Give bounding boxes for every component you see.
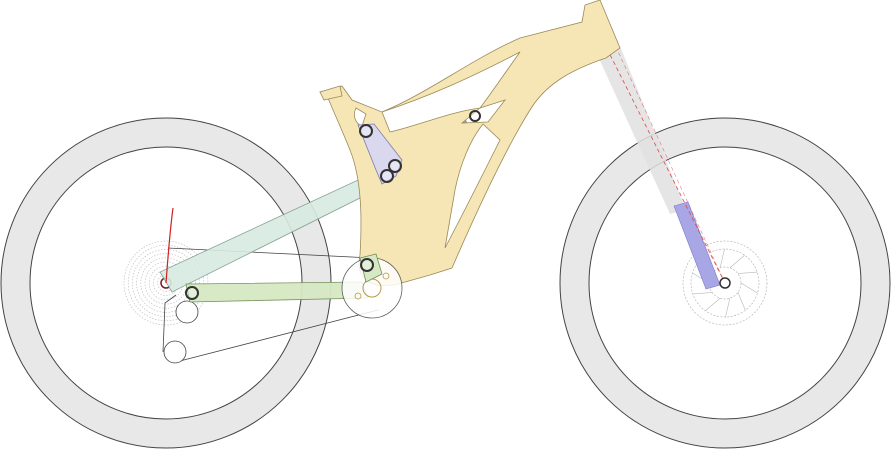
frame-icon <box>319 0 621 286</box>
shock-frame-mount <box>469 110 481 122</box>
rotor-spoke <box>729 254 745 269</box>
rocker-seatstay-pivot <box>380 169 394 183</box>
fork-offset-line <box>597 7 726 284</box>
cassette-cog <box>123 240 209 326</box>
rotor-ring <box>682 240 768 326</box>
rotor-ring <box>690 248 760 318</box>
bb-bolt <box>382 272 390 280</box>
fork-stanchion <box>596 46 686 214</box>
seat-tube-top <box>319 85 343 101</box>
rotor-spoke <box>737 271 758 274</box>
chainstay-axle-pivot <box>185 286 199 300</box>
rocker-link-icon <box>357 123 403 185</box>
chain-lower-run <box>175 309 379 363</box>
axle-path-trace <box>165 207 174 284</box>
rotor-spoke <box>725 298 731 318</box>
chainstay-icon <box>185 281 369 303</box>
cassette-cog <box>136 253 196 313</box>
rotor-spoke <box>705 297 721 312</box>
pivot-points <box>185 110 481 300</box>
rotor-spoke <box>740 282 758 294</box>
frame-window <box>381 51 521 133</box>
main-frame <box>319 0 621 286</box>
rotor-spoke <box>719 248 725 268</box>
cassette-cog <box>127 244 205 322</box>
rotor-spoke <box>737 292 746 311</box>
rotor-spoke <box>692 292 713 295</box>
chain-upper-run <box>167 247 373 259</box>
rocker-shock-pivot <box>388 159 402 173</box>
front-hub-icon <box>719 277 731 289</box>
derailleur-jockey-upper <box>175 300 199 324</box>
cassette-cog <box>132 249 200 317</box>
lower-link-icon <box>359 253 383 283</box>
bb-bolt <box>354 292 362 300</box>
rocker-frame-pivot <box>359 124 373 138</box>
derailleur-jockey-lower <box>163 340 187 364</box>
chain-icon <box>162 247 379 364</box>
derailleur-cage <box>162 294 177 353</box>
lower-link-pivot <box>360 258 374 272</box>
fork-icon <box>584 4 731 290</box>
cassette-cog <box>140 257 192 309</box>
